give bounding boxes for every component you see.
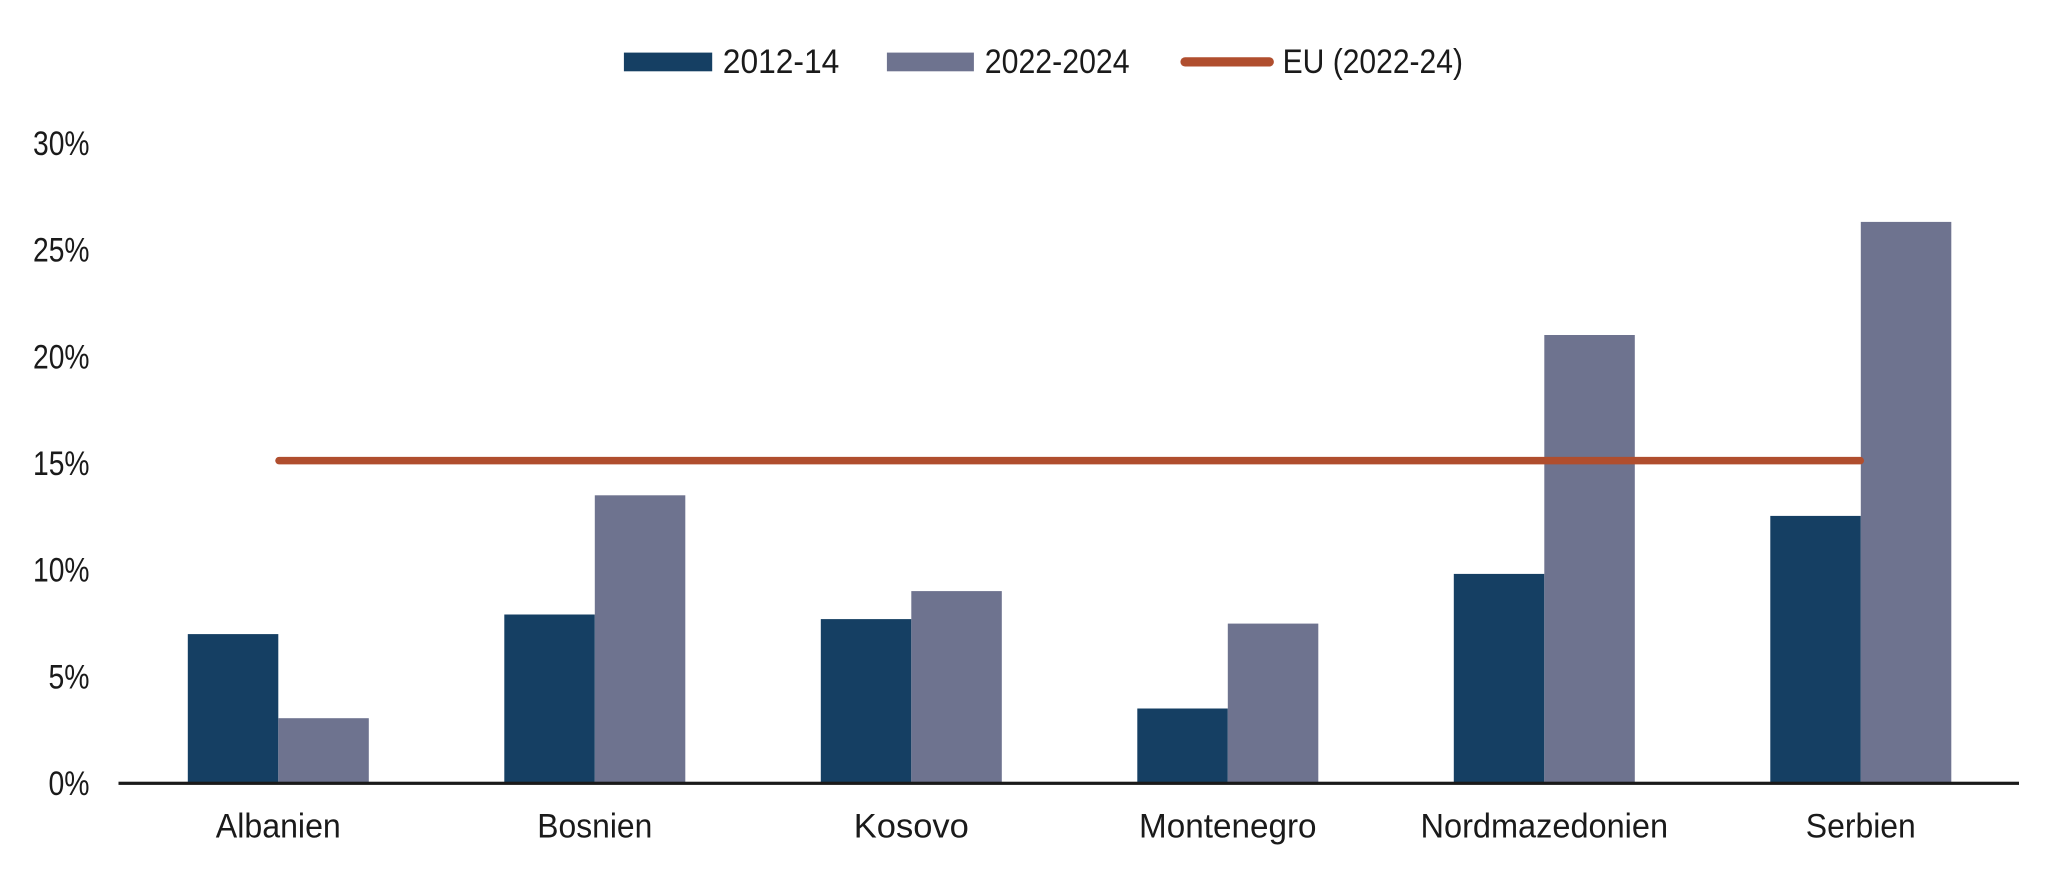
svg-text:20%: 20% [33, 338, 90, 376]
svg-text:2012-14: 2012-14 [723, 43, 840, 81]
svg-text:Serbien: Serbien [1806, 808, 1916, 846]
svg-text:2022-2024: 2022-2024 [985, 43, 1130, 81]
svg-text:30%: 30% [33, 125, 90, 163]
svg-text:5%: 5% [49, 658, 90, 696]
svg-text:EU (2022-24): EU (2022-24) [1283, 43, 1463, 81]
svg-text:25%: 25% [33, 232, 90, 270]
svg-text:0%: 0% [49, 765, 90, 803]
svg-text:Montenegro: Montenegro [1139, 808, 1317, 846]
svg-text:Albanien: Albanien [216, 808, 341, 846]
svg-text:15%: 15% [33, 445, 90, 483]
svg-text:Bosnien: Bosnien [537, 808, 652, 846]
svg-text:Nordmazedonien: Nordmazedonien [1421, 808, 1669, 846]
svg-text:Kosovo: Kosovo [854, 808, 969, 846]
svg-text:10%: 10% [33, 552, 90, 590]
